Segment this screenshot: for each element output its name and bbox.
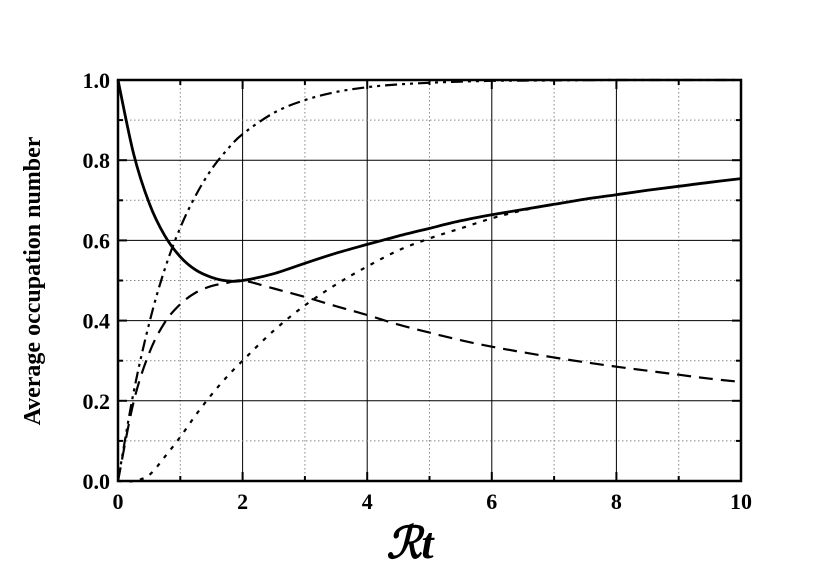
y-tick-label: 0.0 — [83, 469, 111, 494]
x-tick-label: 4 — [362, 489, 373, 514]
x-tick-label: 8 — [611, 489, 622, 514]
x-tick-label: 0 — [113, 489, 124, 514]
x-tick-label: 2 — [237, 489, 248, 514]
series-line-solid — [116, 79, 742, 283]
grid-layer — [118, 80, 741, 481]
y-tick-label: 0.8 — [83, 148, 111, 173]
tick-layer: 0 2 4 6 8 10 0.0 0.2 0.4 0.6 0.8 1.0 — [83, 68, 753, 514]
x-tick-label: 6 — [486, 489, 497, 514]
series-line-dashed — [116, 279, 742, 482]
y-tick-label: 0.4 — [83, 309, 111, 334]
y-axis-label: Average occupation number — [20, 136, 46, 425]
x-axis-label: ℛt — [386, 519, 435, 567]
y-tick-label: 0.2 — [83, 389, 111, 414]
y-tick-label: 1.0 — [83, 68, 111, 93]
y-tick-label: 0.6 — [83, 228, 111, 253]
x-tick-label: 10 — [730, 489, 752, 514]
